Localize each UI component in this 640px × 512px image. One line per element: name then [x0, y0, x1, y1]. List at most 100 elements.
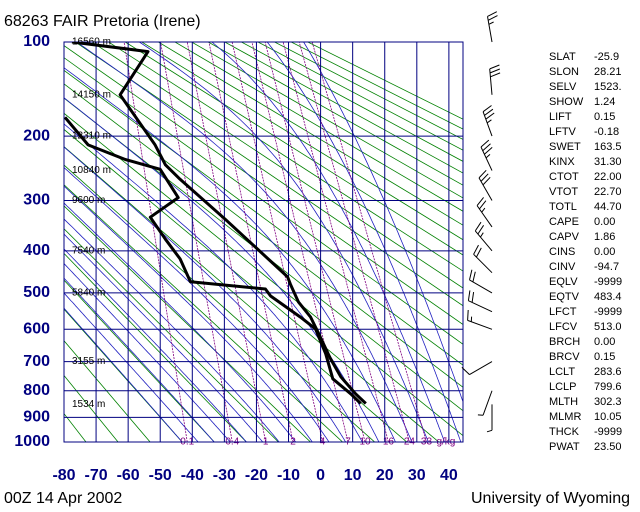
index-value: -9999: [594, 426, 622, 438]
profile-line: [71, 42, 367, 405]
index-value: 483.4: [594, 291, 622, 303]
x-tick-label: 30: [408, 467, 426, 484]
dry-adiabat: [174, 42, 463, 212]
index-name: PWAT: [549, 441, 580, 453]
dry-adiabat: [124, 42, 463, 256]
mixing-ratio-line: [298, 42, 410, 442]
y-tick-label: 1000: [14, 433, 50, 450]
wind-barb: [469, 269, 493, 294]
wind-barb: [489, 64, 501, 95]
index-value: 513.0: [594, 321, 622, 333]
moist-adiabat: [64, 277, 215, 442]
index-value: 1.86: [594, 231, 615, 243]
dry-adiabat: [64, 308, 183, 442]
moist-adiabat: [64, 202, 297, 442]
dry-adiabat: [91, 42, 463, 289]
x-tick-label: -60: [117, 467, 140, 484]
dry-adiabat: [64, 374, 119, 442]
index-value: 31.30: [594, 156, 622, 168]
index-value: 0.00: [594, 216, 615, 228]
index-name: BRCV: [549, 351, 580, 363]
height-label: 5840 m: [72, 288, 105, 299]
wind-barb: [467, 309, 493, 330]
wind-barb: [480, 139, 493, 171]
mixing-ratio-line: [251, 42, 349, 442]
index-value: 28.21: [594, 66, 622, 78]
height-label: 7540 m: [72, 245, 105, 256]
y-tick-label: 300: [23, 192, 50, 209]
index-name: TOTL: [549, 201, 577, 213]
x-tick-label: -70: [85, 467, 108, 484]
moist-adiabat: [64, 146, 347, 442]
dry-adiabat: [273, 42, 463, 140]
moist-adiabat: [64, 67, 396, 442]
reference-lines: [64, 42, 463, 442]
x-tick-label: -20: [245, 467, 268, 484]
index-name: LCLP: [549, 381, 577, 393]
index-value: 0.00: [594, 246, 615, 258]
height-label: 12310 m: [72, 131, 111, 142]
index-name: LCLT: [549, 366, 575, 378]
index-value: -9999: [594, 276, 622, 288]
index-value: -9999: [594, 306, 622, 318]
height-label: 3155 m: [72, 356, 105, 367]
dry-adiabat: [290, 42, 463, 130]
index-name: SWET: [549, 141, 581, 153]
wind-barb: [461, 361, 493, 376]
dry-adiabat: [207, 42, 463, 186]
dry-adiabat: [64, 69, 463, 366]
index-value: -25.9: [594, 51, 619, 63]
index-value: -0.18: [594, 126, 619, 138]
wind-barb: [482, 105, 495, 137]
moist-adiabat: [64, 292, 199, 442]
index-name: THCK: [549, 426, 580, 438]
index-value: 22.00: [594, 171, 622, 183]
height-label: 1534 m: [72, 399, 105, 410]
index-name: CAPV: [549, 231, 580, 243]
x-tick-label: 20: [376, 467, 394, 484]
dry-adiabat: [157, 42, 463, 226]
dry-adiabat: [257, 42, 463, 151]
dry-adiabat: [64, 57, 463, 345]
x-tick-label: -10: [277, 467, 300, 484]
height-label: 10840 m: [72, 165, 111, 176]
dry-adiabat: [64, 340, 151, 442]
index-value: 283.6: [594, 366, 622, 378]
moist-adiabat: [303, 42, 463, 404]
wind-barb: [473, 244, 493, 274]
mixing-ratio-line: [186, 42, 267, 442]
index-value: 22.70: [594, 186, 622, 198]
dry-adiabat: [64, 252, 247, 442]
moist-adiabat: [266, 42, 462, 442]
dry-adiabat: [64, 164, 376, 442]
moist-adiabat: [75, 42, 413, 442]
footer-right: University of Wyoming: [471, 490, 630, 507]
y-tick-label: 100: [23, 33, 50, 50]
index-value: 0.15: [594, 111, 615, 123]
index-name: SELV: [549, 81, 577, 93]
index-value: 44.70: [594, 201, 622, 213]
index-name: LIFT: [549, 111, 572, 123]
dry-adiabat: [64, 112, 463, 437]
dry-adiabat: [223, 42, 463, 174]
moist-adiabat: [64, 185, 313, 442]
y-tick-label: 600: [23, 321, 50, 338]
dry-adiabat: [64, 228, 279, 442]
index-name: KINX: [549, 156, 575, 168]
dry-adiabat: [64, 205, 312, 442]
x-tick-label: -30: [213, 467, 236, 484]
index-name: CINV: [549, 261, 576, 273]
y-tick-label: 700: [23, 353, 50, 370]
mixing-ratio-line: [123, 42, 188, 442]
mixing-ratio-line: [160, 42, 233, 442]
moist-adiabat: [64, 233, 264, 442]
index-name: LFCV: [549, 321, 578, 333]
index-value: 23.50: [594, 441, 622, 453]
mixing-ratio-line: [264, 42, 366, 442]
index-value: 163.5: [594, 141, 622, 153]
x-tick-label: -50: [149, 467, 172, 484]
index-name: BRCH: [549, 336, 580, 348]
moist-adiabat: [64, 123, 363, 442]
wind-barb: [474, 221, 493, 252]
